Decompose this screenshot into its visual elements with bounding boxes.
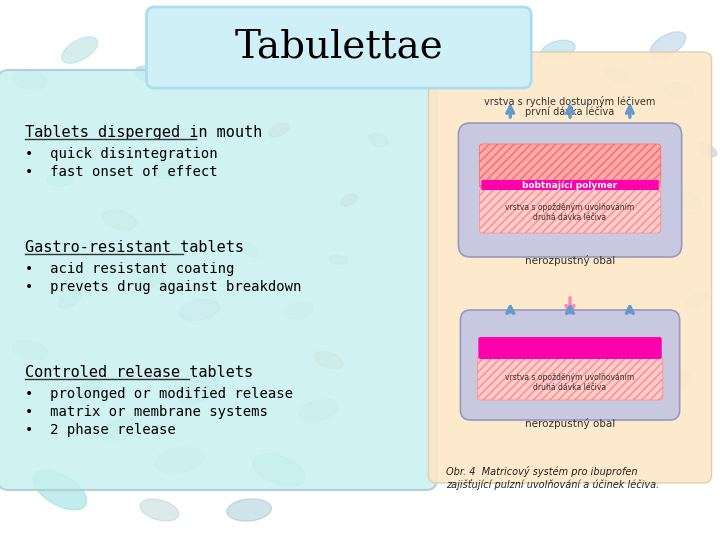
Text: Controled release tablets: Controled release tablets [25, 365, 253, 380]
Text: •  fast onset of effect: • fast onset of effect [25, 165, 217, 179]
Ellipse shape [369, 133, 388, 146]
Ellipse shape [604, 66, 632, 84]
Ellipse shape [13, 71, 47, 89]
FancyBboxPatch shape [428, 52, 711, 483]
Text: vrstva s rychle dostupným léčivem: vrstva s rychle dostupným léčivem [485, 96, 656, 107]
Text: druhá dávka léčiva: druhá dávka léčiva [534, 382, 607, 392]
Text: vrstva s opožděným uvolňováním: vrstva s opožděným uvolňováním [505, 373, 634, 381]
Ellipse shape [136, 272, 163, 288]
Ellipse shape [300, 399, 338, 421]
Text: první dávka léčiva: první dávka léčiva [526, 106, 615, 117]
Ellipse shape [155, 162, 184, 178]
Text: vrstva s opožděným uvolňováním: vrstva s opožděným uvolňováním [505, 204, 634, 213]
FancyBboxPatch shape [482, 180, 659, 190]
Ellipse shape [330, 255, 348, 265]
Ellipse shape [649, 32, 685, 58]
Text: •  acid resistant coating: • acid resistant coating [25, 262, 234, 276]
FancyBboxPatch shape [477, 356, 662, 400]
Ellipse shape [48, 174, 72, 186]
Ellipse shape [239, 242, 259, 257]
Text: druhá dávka léčiva: druhá dávka léčiva [534, 213, 607, 222]
Ellipse shape [541, 40, 575, 60]
Text: Tablets disperged in mouth: Tablets disperged in mouth [25, 125, 262, 140]
Ellipse shape [673, 191, 702, 209]
Ellipse shape [140, 499, 179, 521]
Ellipse shape [13, 341, 47, 359]
Ellipse shape [102, 210, 137, 230]
Text: •  2 phase release: • 2 phase release [25, 423, 176, 437]
Text: bobtnající polymer: bobtnající polymer [523, 180, 618, 190]
FancyBboxPatch shape [146, 7, 531, 88]
Ellipse shape [62, 37, 98, 63]
Ellipse shape [284, 302, 313, 318]
FancyBboxPatch shape [480, 189, 661, 233]
Text: •  quick disintegration: • quick disintegration [25, 147, 217, 161]
Ellipse shape [179, 300, 219, 320]
Ellipse shape [253, 454, 305, 486]
Text: nerozpustný obal: nerozpustný obal [525, 418, 615, 429]
Ellipse shape [698, 144, 716, 157]
FancyBboxPatch shape [0, 70, 436, 490]
Text: •  prolonged or modified release: • prolonged or modified release [25, 387, 293, 401]
Ellipse shape [686, 292, 708, 308]
Text: •  prevets drug against breakdown: • prevets drug against breakdown [25, 280, 301, 294]
Ellipse shape [58, 292, 81, 308]
Text: nerozpustný obal: nerozpustný obal [525, 255, 615, 266]
FancyBboxPatch shape [480, 144, 661, 188]
Ellipse shape [155, 447, 204, 473]
Text: Gastro-resistant tablets: Gastro-resistant tablets [25, 240, 244, 255]
Ellipse shape [315, 352, 343, 369]
Ellipse shape [469, 70, 508, 90]
Ellipse shape [343, 58, 374, 82]
Ellipse shape [269, 123, 289, 137]
Ellipse shape [177, 33, 222, 57]
FancyBboxPatch shape [459, 123, 682, 257]
Ellipse shape [33, 470, 86, 510]
Ellipse shape [101, 418, 139, 442]
Ellipse shape [179, 375, 220, 405]
Text: •  matrix or membrane systems: • matrix or membrane systems [25, 405, 268, 419]
Ellipse shape [405, 31, 433, 49]
Ellipse shape [135, 66, 163, 84]
Text: Tabulettae: Tabulettae [235, 29, 444, 65]
Ellipse shape [227, 499, 271, 521]
Ellipse shape [341, 194, 357, 206]
FancyBboxPatch shape [460, 310, 680, 420]
Text: Obr. 4  Matricový systém pro ibuprofen
zajišťující pulzní uvolňování a účinek lé: Obr. 4 Matricový systém pro ibuprofen za… [446, 466, 660, 490]
FancyBboxPatch shape [478, 337, 662, 359]
Ellipse shape [664, 372, 691, 388]
Ellipse shape [77, 379, 102, 401]
Ellipse shape [663, 82, 693, 98]
